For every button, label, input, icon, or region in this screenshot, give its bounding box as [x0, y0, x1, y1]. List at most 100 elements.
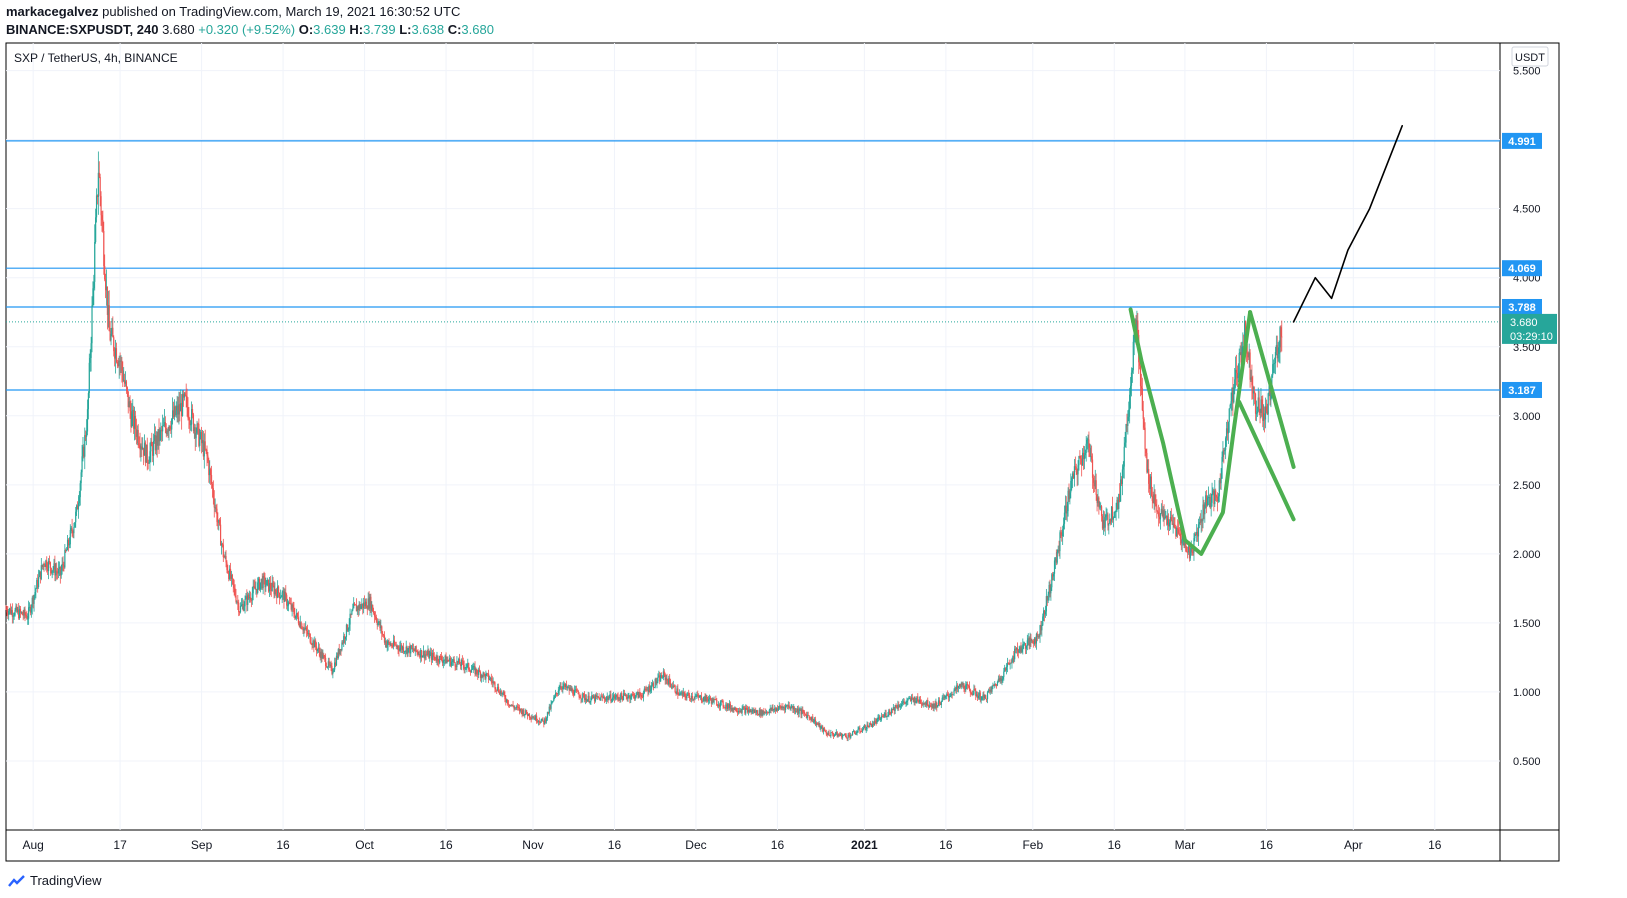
- x-tick-label: 16: [1428, 838, 1442, 852]
- candle-body: [657, 676, 659, 682]
- candle-body: [451, 660, 453, 662]
- candle-body: [1120, 479, 1123, 484]
- candle-body: [76, 505, 79, 510]
- candle-body: [1267, 393, 1269, 415]
- candle-body: [456, 660, 458, 668]
- candle-body: [846, 737, 848, 739]
- candle-body: [643, 688, 645, 693]
- candle-body: [154, 435, 156, 451]
- candle-body: [393, 640, 396, 645]
- tradingview-logo-icon: [8, 874, 25, 887]
- footer-brand[interactable]: TradingView: [8, 873, 102, 888]
- candle-body: [143, 447, 145, 456]
- candle-body: [118, 360, 120, 367]
- candle-body: [1281, 336, 1283, 338]
- close-label: C:: [447, 22, 462, 37]
- flag-bottom-line[interactable]: [1237, 400, 1296, 522]
- candle-body: [634, 696, 636, 699]
- candle-body: [334, 662, 336, 670]
- flag-top-line[interactable]: [1248, 310, 1296, 469]
- candle-body: [1004, 667, 1006, 672]
- candle-body: [1163, 510, 1165, 519]
- candle-body: [856, 732, 858, 733]
- candle-body: [841, 733, 843, 738]
- candle-body: [1112, 517, 1114, 520]
- candle-body: [83, 446, 85, 457]
- candle-body: [58, 566, 61, 569]
- candle-body: [596, 696, 598, 698]
- candle-body: [429, 653, 431, 659]
- candle-body: [444, 655, 446, 660]
- candle-body: [1123, 446, 1125, 467]
- candle-body: [570, 687, 572, 692]
- candle-body: [1230, 401, 1232, 405]
- candle-body: [792, 705, 794, 710]
- candle-body: [762, 710, 764, 716]
- candle-body: [269, 583, 271, 590]
- candle-body: [122, 370, 124, 381]
- candle-body: [933, 703, 935, 709]
- candle-body: [922, 703, 924, 705]
- candle-body: [1226, 428, 1229, 434]
- candle-body: [983, 694, 985, 699]
- candle-body: [282, 591, 284, 593]
- candle-body: [342, 642, 344, 644]
- candle-body: [895, 705, 897, 708]
- candle-body: [619, 698, 621, 701]
- candle-body: [590, 697, 592, 702]
- publisher-name[interactable]: markacegalvez: [6, 4, 99, 19]
- candle-body: [509, 704, 511, 706]
- candle-body: [952, 694, 954, 696]
- candle-body: [885, 713, 887, 717]
- candle-body: [730, 708, 732, 710]
- candle-body: [202, 440, 204, 457]
- candle-body: [1009, 662, 1011, 665]
- candle-body: [1171, 520, 1173, 525]
- x-tick-label: Feb: [1022, 838, 1043, 852]
- candle-body: [823, 728, 826, 732]
- candle-body: [766, 711, 769, 713]
- candle-body: [751, 711, 753, 713]
- price-projection-drawing[interactable]: [1292, 125, 1403, 323]
- candle-body: [21, 612, 23, 615]
- candle-body: [414, 646, 416, 652]
- candle-body: [462, 660, 464, 666]
- candle-body: [852, 731, 854, 736]
- candle-body: [448, 660, 450, 662]
- cup-pattern-drawing[interactable]: [1128, 307, 1253, 556]
- candle-body: [1129, 385, 1132, 395]
- candle-body: [317, 647, 319, 650]
- candle-body: [1179, 533, 1181, 540]
- candle-body: [639, 692, 641, 695]
- candle-body: [186, 396, 188, 408]
- time-axis[interactable]: Aug 17 Sep 16 Oct 16 Nov 16 Dec 16 2021 16 Feb 16 Mar 1…: [22, 838, 1441, 852]
- candle-body: [423, 650, 425, 659]
- candle-body: [1266, 410, 1268, 415]
- candle-body: [306, 627, 308, 631]
- candle-body: [926, 700, 928, 705]
- candle-body: [1026, 640, 1028, 646]
- x-tick-label: 16: [608, 838, 622, 852]
- currency-button[interactable]: [1511, 46, 1549, 67]
- candle-body: [68, 544, 70, 546]
- candle-body: [307, 633, 310, 635]
- price-axis[interactable]: 0.5001.0001.5002.0002.5003.0003.5004.000…: [1502, 66, 1557, 768]
- candle-body: [893, 707, 895, 711]
- candle-body: [1251, 377, 1253, 386]
- candle-body: [799, 709, 801, 711]
- drawings[interactable]: [1128, 125, 1403, 556]
- last-price: 3.680: [162, 22, 195, 37]
- candle-body: [698, 696, 700, 698]
- candle-body: [152, 441, 155, 456]
- candle-body: [672, 685, 674, 688]
- candle-body: [1254, 391, 1256, 394]
- candle-body: [329, 664, 331, 666]
- candle-body: [487, 673, 489, 675]
- candle-body: [445, 655, 447, 664]
- candle-body: [42, 564, 44, 567]
- candle-body: [182, 394, 185, 398]
- candle-body: [298, 623, 300, 627]
- candle-body: [496, 689, 498, 691]
- candle-body: [250, 599, 252, 601]
